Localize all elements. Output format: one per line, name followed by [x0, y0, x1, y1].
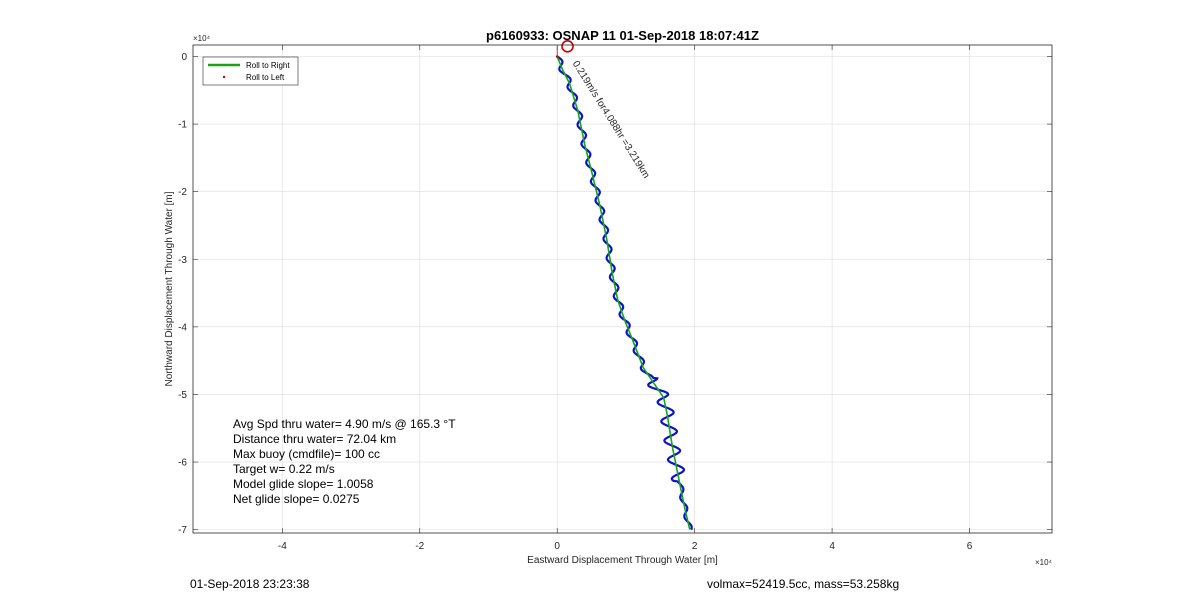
stat-model-glide: Model glide slope= 1.0058: [233, 477, 374, 491]
ticks: -4 -2 0 2 4 6 0 -1 -2 -3 -4 -5 -6 -7: [178, 45, 1052, 552]
x-tick-label: 4: [829, 541, 835, 552]
footer-timestamp: 01-Sep-2018 23:23:38: [190, 577, 310, 591]
wiggle-trace: [556, 55, 693, 531]
stat-avg-speed: Avg Spd thru water= 4.90 m/s @ 165.3 °T: [233, 417, 456, 431]
x-tick-label: -4: [278, 541, 287, 552]
grid: [193, 45, 1052, 533]
x-axis-multiplier: ×10⁴: [1035, 558, 1053, 567]
y-tick-label: -4: [178, 322, 187, 333]
x-tick-label: 0: [554, 541, 560, 552]
current-marker: [561, 40, 574, 53]
y-tick-label: -7: [178, 525, 187, 536]
y-tick-label: -1: [178, 120, 187, 131]
series-line-roll-right: [556, 56, 691, 530]
legend-label-roll-right: Roll to Right: [246, 61, 290, 70]
y-tick-label: -3: [178, 255, 187, 266]
x-tick-label: 6: [967, 541, 973, 552]
footer-volmax-mass: volmax=52419.5cc, mass=53.258kg: [707, 577, 899, 591]
stat-target-w: Target w= 0.22 m/s: [233, 462, 335, 476]
chart-title: p6160933: OSNAP 11 01-Sep-2018 18:07:41Z: [486, 28, 759, 43]
legend-swatch-roll-left: [222, 75, 226, 79]
stat-net-glide: Net glide slope= 0.0275: [233, 492, 360, 506]
y-tick-label: -6: [178, 458, 187, 469]
x-axis-label: Eastward Displacement Through Water [m]: [527, 555, 718, 566]
stat-distance: Distance thru water= 72.04 km: [233, 432, 396, 446]
y-axis-multiplier: ×10⁴: [193, 34, 211, 43]
y-axis-label: Northward Displacement Through Water [m]: [164, 191, 175, 386]
y-tick-label: -5: [178, 390, 187, 401]
x-tick-label: -2: [415, 541, 424, 552]
y-tick-label: 0: [181, 52, 187, 63]
axes-box: [192, 44, 1053, 534]
stat-max-buoy: Max buoy (cmdfile)= 100 cc: [233, 447, 380, 461]
legend-box: [202, 56, 299, 86]
legend-label-roll-left: Roll to Left: [246, 73, 285, 82]
legend: Roll to Right Roll to Left: [202, 56, 299, 86]
stats-block: Avg Spd thru water= 4.90 m/s @ 165.3 °T …: [233, 417, 456, 506]
x-tick-label: 2: [692, 541, 698, 552]
y-tick-label: -2: [178, 187, 187, 198]
